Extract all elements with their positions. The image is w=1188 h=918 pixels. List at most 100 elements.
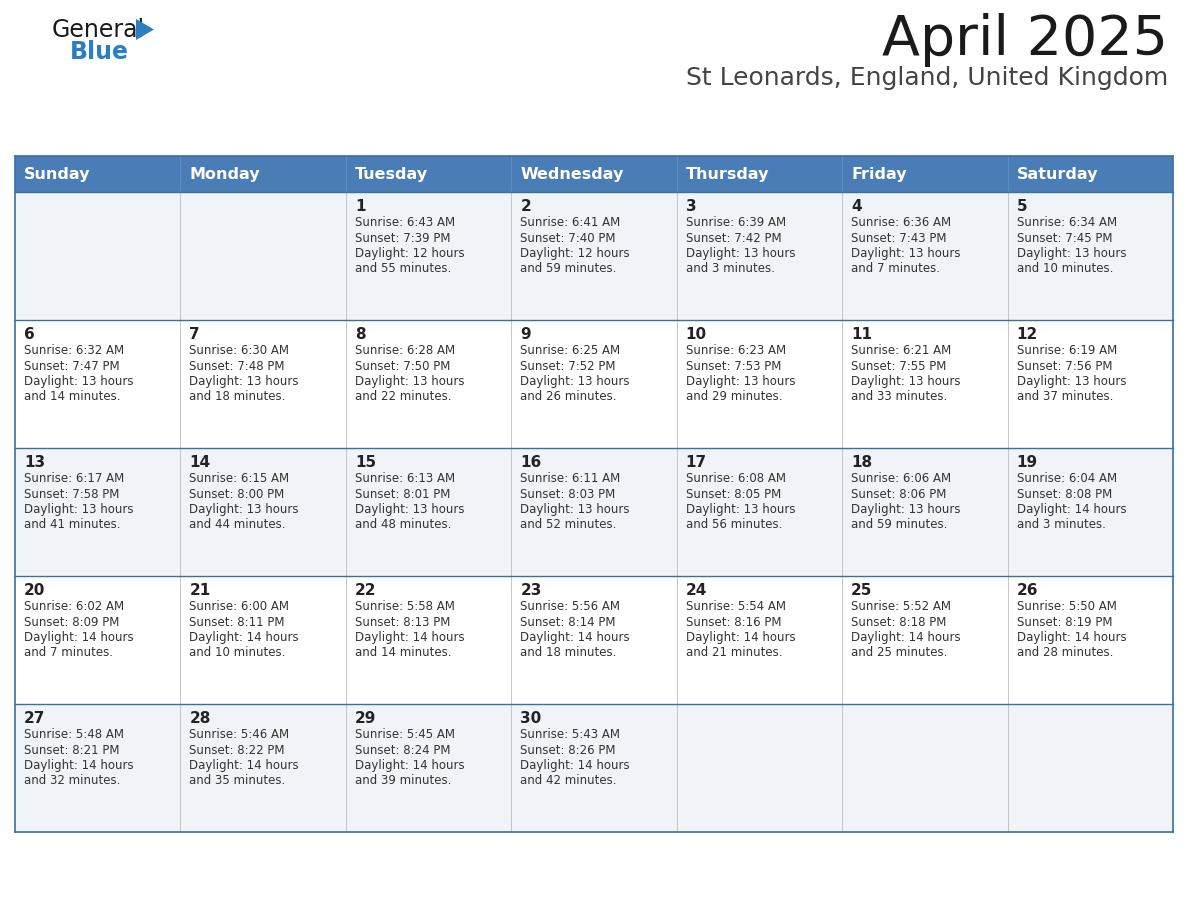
Text: Sunrise: 6:43 AM: Sunrise: 6:43 AM <box>355 216 455 229</box>
Bar <box>1007 156 1173 192</box>
Text: and 55 minutes.: and 55 minutes. <box>355 263 451 275</box>
Text: Daylight: 13 hours: Daylight: 13 hours <box>520 503 630 516</box>
Polygon shape <box>135 19 154 40</box>
Text: 3: 3 <box>685 199 696 214</box>
Text: Sunset: 8:14 PM: Sunset: 8:14 PM <box>520 615 615 629</box>
Text: Daylight: 14 hours: Daylight: 14 hours <box>851 631 961 644</box>
Text: Sunset: 8:05 PM: Sunset: 8:05 PM <box>685 487 781 500</box>
Text: 9: 9 <box>520 327 531 342</box>
Text: and 18 minutes.: and 18 minutes. <box>520 646 617 659</box>
Bar <box>511 156 677 192</box>
Text: Sunset: 8:22 PM: Sunset: 8:22 PM <box>189 744 285 756</box>
Text: and 32 minutes.: and 32 minutes. <box>24 775 120 788</box>
Text: April 2025: April 2025 <box>881 13 1168 67</box>
Text: Sunrise: 5:46 AM: Sunrise: 5:46 AM <box>189 728 290 741</box>
Text: Sunrise: 6:32 AM: Sunrise: 6:32 AM <box>24 344 124 357</box>
Text: Sunset: 8:24 PM: Sunset: 8:24 PM <box>355 744 450 756</box>
Text: Sunset: 8:26 PM: Sunset: 8:26 PM <box>520 744 615 756</box>
Bar <box>1007 320 1173 448</box>
Bar <box>15 320 181 448</box>
Text: Sunset: 8:21 PM: Sunset: 8:21 PM <box>24 744 120 756</box>
Text: Thursday: Thursday <box>685 166 769 182</box>
Text: Daylight: 13 hours: Daylight: 13 hours <box>520 375 630 388</box>
Bar <box>511 704 677 832</box>
Text: 30: 30 <box>520 711 542 726</box>
Text: Sunrise: 6:17 AM: Sunrise: 6:17 AM <box>24 472 125 485</box>
Bar <box>181 192 346 320</box>
Bar <box>15 156 181 192</box>
Text: Friday: Friday <box>851 166 906 182</box>
Text: Daylight: 13 hours: Daylight: 13 hours <box>189 503 299 516</box>
Text: 21: 21 <box>189 583 210 598</box>
Text: Sunrise: 6:36 AM: Sunrise: 6:36 AM <box>851 216 952 229</box>
Text: 22: 22 <box>355 583 377 598</box>
Text: Daylight: 13 hours: Daylight: 13 hours <box>1017 247 1126 260</box>
Text: Daylight: 14 hours: Daylight: 14 hours <box>520 631 630 644</box>
Text: and 37 minutes.: and 37 minutes. <box>1017 390 1113 404</box>
Text: St Leonards, England, United Kingdom: St Leonards, England, United Kingdom <box>685 66 1168 90</box>
Bar <box>842 320 1007 448</box>
Text: Sunset: 8:08 PM: Sunset: 8:08 PM <box>1017 487 1112 500</box>
Text: Daylight: 13 hours: Daylight: 13 hours <box>355 375 465 388</box>
Text: Wednesday: Wednesday <box>520 166 624 182</box>
Text: Sunset: 8:06 PM: Sunset: 8:06 PM <box>851 487 947 500</box>
Bar <box>677 320 842 448</box>
Text: 8: 8 <box>355 327 366 342</box>
Text: Daylight: 14 hours: Daylight: 14 hours <box>1017 503 1126 516</box>
Bar <box>1007 704 1173 832</box>
Text: Sunset: 8:13 PM: Sunset: 8:13 PM <box>355 615 450 629</box>
Text: and 39 minutes.: and 39 minutes. <box>355 775 451 788</box>
Bar <box>842 448 1007 576</box>
Text: and 29 minutes.: and 29 minutes. <box>685 390 782 404</box>
Text: and 26 minutes.: and 26 minutes. <box>520 390 617 404</box>
Text: Sunset: 8:18 PM: Sunset: 8:18 PM <box>851 615 947 629</box>
Text: Daylight: 13 hours: Daylight: 13 hours <box>685 247 795 260</box>
Text: and 42 minutes.: and 42 minutes. <box>520 775 617 788</box>
Text: and 41 minutes.: and 41 minutes. <box>24 519 120 532</box>
Text: 27: 27 <box>24 711 45 726</box>
Bar <box>15 448 181 576</box>
Text: and 52 minutes.: and 52 minutes. <box>520 519 617 532</box>
Bar <box>842 704 1007 832</box>
Text: and 14 minutes.: and 14 minutes. <box>24 390 120 404</box>
Bar <box>677 448 842 576</box>
Bar <box>511 576 677 704</box>
Bar <box>181 576 346 704</box>
Text: and 21 minutes.: and 21 minutes. <box>685 646 782 659</box>
Bar <box>1007 576 1173 704</box>
Text: Sunrise: 6:13 AM: Sunrise: 6:13 AM <box>355 472 455 485</box>
Text: Sunset: 7:56 PM: Sunset: 7:56 PM <box>1017 360 1112 373</box>
Text: Daylight: 12 hours: Daylight: 12 hours <box>355 247 465 260</box>
Bar <box>1007 448 1173 576</box>
Text: Sunset: 7:50 PM: Sunset: 7:50 PM <box>355 360 450 373</box>
Text: Sunrise: 6:30 AM: Sunrise: 6:30 AM <box>189 344 290 357</box>
Text: Sunrise: 6:21 AM: Sunrise: 6:21 AM <box>851 344 952 357</box>
Text: Sunrise: 6:28 AM: Sunrise: 6:28 AM <box>355 344 455 357</box>
Text: Sunset: 8:09 PM: Sunset: 8:09 PM <box>24 615 119 629</box>
Text: and 25 minutes.: and 25 minutes. <box>851 646 948 659</box>
Bar <box>511 448 677 576</box>
Text: 13: 13 <box>24 455 45 470</box>
Text: 6: 6 <box>24 327 34 342</box>
Bar <box>842 192 1007 320</box>
Bar <box>15 704 181 832</box>
Text: 18: 18 <box>851 455 872 470</box>
Text: Sunset: 8:11 PM: Sunset: 8:11 PM <box>189 615 285 629</box>
Text: 26: 26 <box>1017 583 1038 598</box>
Text: Sunrise: 5:48 AM: Sunrise: 5:48 AM <box>24 728 124 741</box>
Bar <box>677 156 842 192</box>
Bar <box>1007 192 1173 320</box>
Text: Sunrise: 5:43 AM: Sunrise: 5:43 AM <box>520 728 620 741</box>
Text: Daylight: 13 hours: Daylight: 13 hours <box>24 503 133 516</box>
Text: Daylight: 13 hours: Daylight: 13 hours <box>851 503 961 516</box>
Text: Daylight: 14 hours: Daylight: 14 hours <box>355 759 465 772</box>
Text: Sunrise: 6:11 AM: Sunrise: 6:11 AM <box>520 472 620 485</box>
Text: Sunrise: 5:56 AM: Sunrise: 5:56 AM <box>520 600 620 613</box>
Text: and 18 minutes.: and 18 minutes. <box>189 390 286 404</box>
Text: Sunset: 8:16 PM: Sunset: 8:16 PM <box>685 615 782 629</box>
Bar <box>511 192 677 320</box>
Bar <box>346 320 511 448</box>
Bar <box>181 320 346 448</box>
Text: Daylight: 13 hours: Daylight: 13 hours <box>851 375 961 388</box>
Text: Daylight: 13 hours: Daylight: 13 hours <box>355 503 465 516</box>
